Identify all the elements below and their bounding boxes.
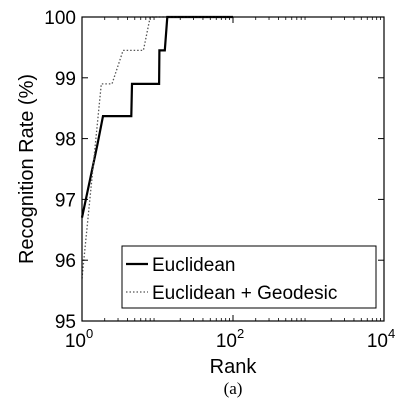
series-line-1 (80, 15, 233, 218)
legend-label-1: Euclidean (152, 255, 235, 276)
y-tick-label: 97 (55, 190, 76, 211)
series-layer (80, 15, 233, 279)
x-tick-exponent: 4 (388, 326, 395, 341)
x-tick-label: 104 (367, 326, 395, 352)
legend-label-2: Euclidean + Geodesic (152, 283, 337, 304)
y-tick-label: 100 (44, 8, 76, 29)
y-tick-label: 96 (55, 251, 76, 272)
y-tick-label: 95 (55, 312, 76, 333)
legend: Euclidean Euclidean + Geodesic (121, 245, 377, 309)
y-axis-label: Recognition Rate (%) (16, 74, 38, 264)
x-tick-label: 102 (216, 326, 244, 352)
series-line-2 (81, 16, 233, 279)
x-axis-label: Rank (210, 356, 258, 378)
figure-caption: (a) (224, 379, 243, 398)
x-tick-exponent: 2 (237, 326, 244, 341)
legend-box (121, 245, 377, 309)
x-tick-exponent: 0 (86, 326, 93, 341)
y-tick-label: 99 (55, 69, 76, 90)
y-tick-label: 98 (55, 130, 76, 151)
